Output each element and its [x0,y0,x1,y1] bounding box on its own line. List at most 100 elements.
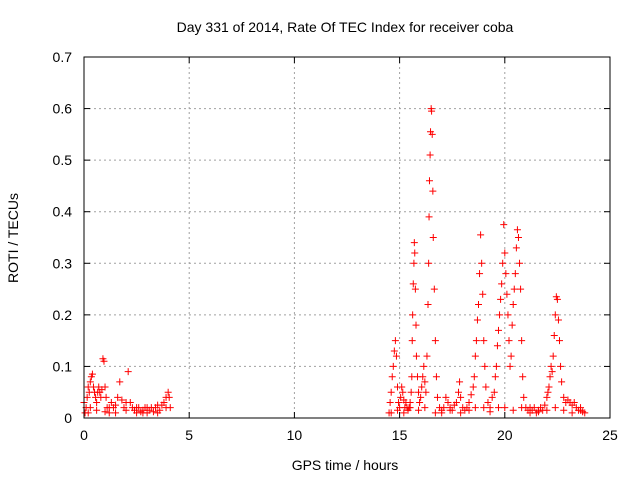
y-tick-label: 0.6 [53,101,73,117]
data-point [162,404,170,412]
data-point [425,177,433,185]
data-point [541,401,549,409]
data-point [412,321,420,329]
data-point [426,151,434,159]
data-point [477,231,485,239]
data-point [494,404,502,412]
data-point [496,311,504,319]
data-point [570,399,578,407]
y-tick-label: 0.2 [53,307,73,323]
data-point [410,239,418,247]
data-point [504,311,512,319]
data-point [393,406,401,414]
data-point [550,331,558,339]
data-point [457,393,465,401]
data-point [425,213,433,221]
data-point [511,270,519,278]
data-point [415,406,423,414]
data-point [479,290,487,298]
y-tick-label: 0.5 [53,152,73,168]
axis-ticks [83,56,611,419]
data-point [475,301,482,309]
x-tick-labels: 0 5 10 15 20 25 [80,427,618,443]
data-point [428,107,436,115]
data-point [508,321,516,329]
data-point [557,362,565,370]
data-point [93,406,101,414]
data-point [547,362,555,370]
x-tick-label: 25 [602,427,618,443]
x-tick-label: 10 [287,427,303,443]
data-point [478,259,486,267]
data-point [520,393,528,401]
data-point [494,326,502,334]
data-point [398,383,406,391]
data-point [389,362,397,370]
data-point [122,399,130,407]
data-point [112,401,120,409]
data-point [442,393,450,401]
data-point [105,404,113,412]
data-point [545,383,553,391]
data-point [101,408,109,416]
data-point [392,352,400,360]
data-point [164,388,172,396]
data-point [107,399,115,407]
y-tick-label: 0.1 [53,358,73,374]
data-point [93,399,101,407]
data-point [501,249,509,257]
data-point [465,406,473,414]
data-point [516,259,524,267]
data-point [446,406,454,414]
data-point [122,406,130,414]
data-point [428,130,436,138]
data-point [568,409,576,417]
data-point [455,388,463,396]
data-point [416,399,424,407]
x-tick-label: 0 [80,427,88,443]
y-tick-label: 0.7 [53,49,73,65]
data-point [149,408,157,416]
y-axis-label: ROTI / TECUs [5,193,21,283]
data-point [549,352,557,360]
data-point [418,383,426,391]
data-point [86,404,94,412]
y-tick-labels: 0 0.1 0.2 0.3 0.4 0.5 0.6 0.7 [53,49,73,426]
data-point [84,409,92,417]
data-point [422,388,430,396]
data-point [581,409,589,417]
data-point [509,301,517,309]
data-point [551,404,559,412]
data-point [101,383,109,391]
data-points [80,105,589,417]
data-point [530,404,538,412]
y-tick-label: 0.4 [53,204,73,220]
data-point [498,280,506,288]
data-point [165,393,173,401]
data-point [519,373,527,381]
x-axis-label: GPS time / hours [292,457,399,473]
data-point [472,337,480,345]
data-point [387,409,395,417]
data-point [553,295,561,303]
data-point [160,399,168,407]
data-point [546,373,554,381]
data-point [410,259,418,267]
x-tick-label: 5 [185,427,193,443]
data-point [484,399,492,407]
data-point [526,409,534,417]
data-point [492,362,500,370]
data-point [395,399,403,407]
data-point [505,337,513,345]
data-point [143,404,151,412]
data-point [420,362,428,370]
data-point [556,337,564,345]
data-point [534,408,542,416]
y-tick-label: 0 [64,410,72,426]
data-point [431,337,439,345]
data-point [408,337,416,345]
data-point [501,404,509,412]
y-tick-label: 0.3 [53,255,73,271]
data-point [510,285,518,293]
